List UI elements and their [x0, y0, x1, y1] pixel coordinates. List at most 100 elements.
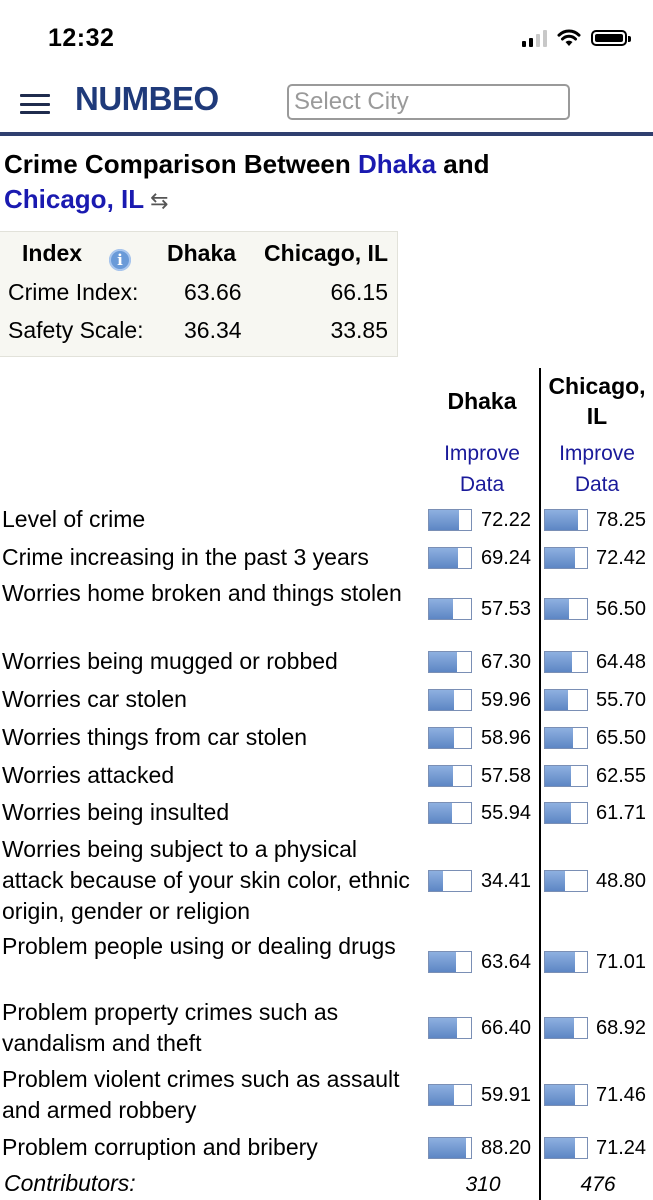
score-bar-fill: [429, 689, 455, 710]
score-value-city1: 57.58: [481, 764, 532, 787]
score-bar-fill: [429, 765, 454, 786]
score-value-city2: 78.25: [596, 508, 647, 531]
comparison-row: Problem corruption and bribery 88.20 71.24: [0, 1132, 653, 1163]
comparison-row: Problem people using or dealing drugs 63.…: [0, 931, 653, 993]
score-bar-city2: [544, 1017, 588, 1039]
score-value-city1: 72.22: [481, 508, 532, 531]
comparison-row-label: Level of crime: [2, 506, 146, 532]
status-icons: [522, 27, 631, 49]
score-bar-city1: [428, 726, 472, 749]
score-bar-city2: [544, 764, 588, 787]
comparison-row: Worries being mugged or robbed 67.30 64.48: [0, 646, 653, 677]
improve-data-link-city1[interactable]: Improve Data: [432, 438, 532, 500]
comparison-row: Problem property crimes such as vandalis…: [0, 997, 653, 1059]
score-bar-city2: [544, 688, 588, 711]
comparison-row-label: Worries being insulted: [2, 799, 230, 825]
comparison-row: Worries home broken and things stolen 57.…: [0, 578, 653, 640]
comparison-row: Worries being insulted 55.94 61.71: [0, 797, 653, 828]
contributors-count-city2: 476: [580, 1173, 616, 1196]
score-value-city1: 88.20: [481, 1136, 532, 1159]
site-logo[interactable]: NUMBEO: [75, 80, 219, 117]
swap-cities-icon[interactable]: ⇆: [150, 188, 169, 213]
score-value-city1: 59.96: [481, 688, 532, 711]
city1-link[interactable]: Dhaka: [357, 149, 437, 179]
score-bar-fill: [545, 1018, 574, 1038]
score-bar-fill: [545, 802, 571, 823]
contributors-label: Contributors:: [4, 1170, 136, 1196]
score-bar-city1: [428, 598, 472, 620]
column-header-city2: Chicago, IL: [541, 371, 653, 431]
score-value-city1: 57.53: [481, 598, 532, 620]
comparison-row-label: Problem property crimes such as vandalis…: [2, 999, 339, 1056]
status-time: 12:32: [48, 24, 115, 52]
score-value-city2: 56.50: [596, 598, 647, 620]
hamburger-menu-icon[interactable]: [20, 94, 50, 114]
summary-header-index: Index: [22, 240, 83, 266]
summary-row-label: Safety Scale:: [8, 317, 144, 343]
score-bar-city2: [544, 546, 588, 569]
summary-value-city1: 36.34: [184, 317, 242, 343]
status-bar: 12:32: [0, 0, 653, 70]
score-bar-city1: [428, 1136, 472, 1159]
score-bar-fill: [545, 1137, 575, 1158]
comparison-row-label: Worries car stolen: [2, 686, 187, 712]
score-bar-fill: [545, 689, 569, 710]
score-bar-fill: [429, 952, 456, 972]
comparison-row: Crime increasing in the past 3 years 69.2…: [0, 542, 653, 573]
summary-table: Index i Dhaka Chicago, IL Crime Index: 6…: [0, 231, 398, 357]
title-prefix: Crime Comparison Between: [4, 149, 358, 179]
score-bar-fill: [545, 952, 575, 972]
score-bar-fill: [545, 547, 576, 568]
score-value-city1: 34.41: [481, 869, 532, 892]
comparison-row: Problem violent crimes such as assault a…: [0, 1064, 653, 1126]
select-city-input[interactable]: [287, 84, 570, 120]
summary-value-city1: 63.66: [184, 279, 242, 305]
score-bar-city2: [544, 869, 588, 892]
score-value-city2: 65.50: [596, 726, 647, 749]
city2-link[interactable]: Chicago, IL: [4, 184, 145, 214]
summary-value-city2: 33.85: [330, 317, 388, 343]
summary-header-city1: Dhaka: [167, 240, 237, 266]
score-bar-fill: [429, 1137, 467, 1158]
score-bar-city2: [544, 508, 588, 531]
comparison-row-label: Worries being mugged or robbed: [2, 648, 338, 674]
column-divider: [539, 368, 541, 1200]
score-value-city2: 62.55: [596, 764, 647, 787]
score-bar-city2: [544, 650, 588, 673]
summary-header-city2: Chicago, IL: [264, 240, 388, 266]
wifi-icon: [557, 29, 581, 46]
summary-value-city2: 66.15: [330, 279, 388, 305]
comparison-row-label: Worries attacked: [2, 762, 175, 788]
improve-data-link-city2[interactable]: Improve Data: [545, 438, 649, 500]
info-icon[interactable]: i: [109, 249, 131, 271]
score-bar-city1: [428, 1084, 472, 1106]
contributors-count-city1: 310: [465, 1173, 501, 1196]
score-value-city2: 71.46: [596, 1084, 647, 1106]
score-bar-fill: [429, 509, 460, 530]
comparison-row: Level of crime 72.22 78.25: [0, 504, 653, 535]
score-bar-city2: [544, 1136, 588, 1159]
comparison-row: Worries things from car stolen 58.96 65.50: [0, 722, 653, 753]
summary-row-crime-index: Crime Index: 63.66 66.15: [0, 279, 397, 317]
comparison-row-label: Worries being subject to a physical atta…: [2, 836, 410, 924]
score-value-city2: 72.42: [596, 546, 647, 569]
score-bar-city1: [428, 801, 472, 824]
score-bar-fill: [429, 870, 444, 891]
improve-data-line2: Data: [459, 473, 505, 496]
score-bar-city2: [544, 951, 588, 973]
score-value-city2: 55.70: [596, 688, 647, 711]
score-value-city1: 59.91: [481, 1084, 532, 1106]
score-bar-fill: [429, 547, 459, 568]
score-bar-city1: [428, 508, 472, 531]
score-value-city2: 71.24: [596, 1136, 647, 1159]
column-header-city2-line2: IL: [586, 403, 608, 429]
score-bar-fill: [545, 651, 573, 672]
score-bar-city1: [428, 951, 472, 973]
improve-data-line1: Improve: [559, 442, 635, 465]
comparison-row: Worries car stolen 59.96 55.70: [0, 684, 653, 715]
summary-header-row: Index i Dhaka Chicago, IL: [0, 240, 397, 278]
score-value-city1: 69.24: [481, 546, 532, 569]
column-header-city1: Dhaka: [447, 388, 517, 414]
score-bar-city2: [544, 726, 588, 749]
battery-icon: [591, 30, 631, 46]
